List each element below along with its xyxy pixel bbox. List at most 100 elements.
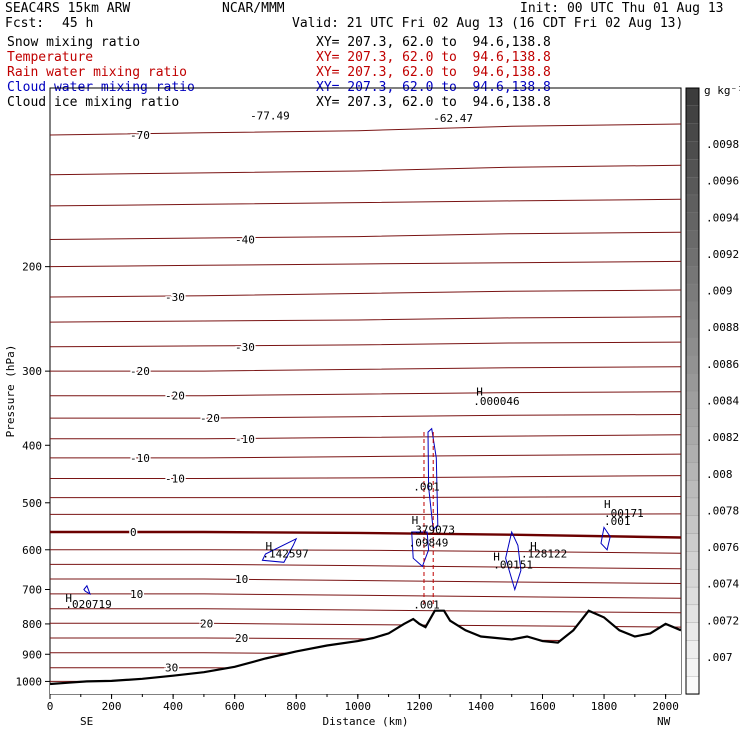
contour-label: -20 <box>165 390 185 403</box>
cloud-water-contour <box>83 584 91 596</box>
field-annotation: .00151 <box>493 558 533 571</box>
y-tick-label: 400 <box>22 439 42 452</box>
colorbar-cell <box>685 426 700 446</box>
colorbar-tick-label: .0088 <box>706 321 739 334</box>
field-annotation: .000046 <box>473 395 519 408</box>
cloud-water-contour <box>411 531 430 568</box>
temperature-contour <box>49 198 682 207</box>
colorbar-cell <box>685 551 700 570</box>
x-tick-label: 1800 <box>591 700 618 713</box>
se-label: SE <box>80 715 93 728</box>
field-annotation: -77.49 <box>250 109 290 122</box>
colorbar-tick-label: .007 <box>706 651 733 664</box>
x-tick-label: 1200 <box>406 700 433 713</box>
colorbar-cell <box>685 123 700 143</box>
y-tick-label: 800 <box>22 618 42 631</box>
field-annotation: -62.47 <box>433 112 473 125</box>
contour-label: 0 <box>130 526 137 539</box>
colorbar-cell <box>685 586 700 606</box>
colorbar-tick-label: .0096 <box>706 175 739 188</box>
colorbar-unit: g kg⁻¹ <box>704 84 740 97</box>
colorbar-frame <box>685 87 700 695</box>
cloud-water-contour <box>261 537 298 563</box>
temperature-contour <box>49 231 682 240</box>
forecast-label: Fcst: <box>5 16 45 31</box>
temperature-contour <box>50 453 682 459</box>
contour-label: 10 <box>235 573 248 586</box>
model-title: SEAC4RS 15km ARW <box>5 1 131 16</box>
colorbar-tick-label: .0092 <box>706 248 739 261</box>
colorbar-cell <box>685 533 700 553</box>
field-annotation: H <box>65 592 72 605</box>
temperature-contour <box>49 260 682 268</box>
colorbar-cell <box>685 301 700 321</box>
colorbar-cell <box>685 355 700 374</box>
field-xy-range: XY= 207.3, 62.0 to 94.6,138.8 <box>316 95 551 110</box>
colorbar-cell <box>685 319 700 339</box>
colorbar-cell <box>685 105 700 125</box>
y-tick-label: 500 <box>22 497 42 510</box>
colorbar-cell <box>685 373 700 392</box>
colorbar-tick-label: .0074 <box>706 578 739 591</box>
field-annotation: H <box>493 550 500 563</box>
colorbar-cell <box>685 176 700 196</box>
field-name: Snow mixing ratio <box>7 35 141 50</box>
colorbar-cell <box>685 194 700 214</box>
colorbar-cell <box>685 479 700 499</box>
contour-label: 10 <box>130 588 143 601</box>
y-tick-label: 1000 <box>16 675 43 688</box>
temperature-contour <box>50 414 682 419</box>
field-annotation: .001 <box>604 515 631 528</box>
colorbar-tick-label: .008 <box>706 468 733 481</box>
x-tick-label: 400 <box>163 700 183 713</box>
colorbar-cell <box>685 212 700 232</box>
x-tick-label: 200 <box>102 700 122 713</box>
colorbar-cell <box>685 266 700 285</box>
field-annotation: .00171 <box>604 507 644 520</box>
x-axis-label: Distance (km) <box>322 715 408 728</box>
field-annotation: .142597 <box>262 547 308 560</box>
colorbar-cell <box>685 444 700 463</box>
colorbar-cell <box>685 248 700 267</box>
temperature-contour <box>49 316 682 323</box>
contour-label: 30 <box>165 662 178 675</box>
x-tick-label: 1000 <box>345 700 372 713</box>
contour-label: -10 <box>235 433 255 446</box>
contour-label: -70 <box>130 129 150 142</box>
temperature-contour <box>50 366 682 372</box>
colorbar-cell <box>685 676 700 695</box>
temperature-contour <box>50 549 682 554</box>
temperature-contour <box>49 289 682 298</box>
contour-label: -20 <box>130 365 150 378</box>
temperature-contour <box>50 496 682 499</box>
colorbar-tick-label: .0072 <box>706 614 739 627</box>
temperature-contour <box>50 530 682 539</box>
colorbar-cell <box>685 658 700 677</box>
colorbar-cell <box>685 283 700 303</box>
cloud-water-contour <box>505 530 522 592</box>
field-annotation: H <box>265 540 272 553</box>
temperature-contour <box>50 434 682 440</box>
colorbar-tick-label: .0082 <box>706 431 739 444</box>
temperature-contour <box>50 475 682 479</box>
y-tick-label: 300 <box>22 365 42 378</box>
org-label: NCAR/MMM <box>222 1 285 16</box>
temperature-contour <box>50 563 682 570</box>
temperature-contour <box>50 578 682 584</box>
temperature-contour <box>50 513 682 515</box>
colorbar-tick-label: .009 <box>706 285 733 298</box>
contour-label: -10 <box>130 452 150 465</box>
contour-label: -40 <box>235 233 255 246</box>
field-annotation: H <box>604 498 611 511</box>
temperature-contour <box>49 341 682 348</box>
colorbar-cell <box>685 159 700 178</box>
colorbar-tick-label: .0094 <box>706 211 739 224</box>
contour-label: -30 <box>165 291 185 304</box>
field-annotation: H <box>530 540 537 553</box>
valid-time: Valid: 21 UTC Fri 02 Aug 13 (16 CDT Fri … <box>292 16 684 31</box>
colorbar-cell <box>685 497 700 517</box>
field-name: Cloud ice mixing ratio <box>7 95 180 110</box>
field-annotation: .020719 <box>65 598 111 611</box>
field-annotation: .128122 <box>521 547 567 560</box>
